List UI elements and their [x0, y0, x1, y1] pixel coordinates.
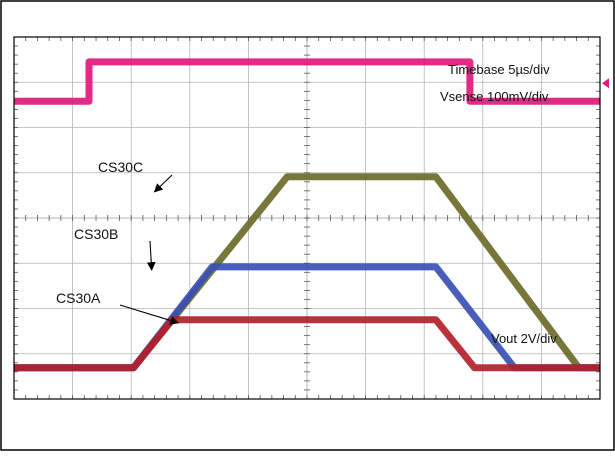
- trace-callouts: CS30C CS30B CS30A: [56, 159, 180, 325]
- timebase-annotation: Timebase 5µs/div: [448, 62, 550, 77]
- graticule: [14, 37, 600, 399]
- callout-arrow-cs30c: [153, 174, 173, 193]
- label-cs30c: CS30C: [98, 159, 143, 175]
- trace-cs30a: [14, 316, 600, 372]
- label-cs30a: CS30A: [56, 290, 101, 306]
- channel-markers: [602, 78, 609, 89]
- trace-vsense: [14, 58, 600, 105]
- vsense-annotation: Vsense 100mV/div: [440, 89, 549, 104]
- waveform-traces: [14, 58, 600, 372]
- graticule-frame: [13, 36, 601, 400]
- vsense-marker: [602, 78, 609, 89]
- callout-arrow-cs30b: [146, 240, 156, 271]
- label-cs30b: CS30B: [74, 226, 118, 242]
- callout-arrow-cs30a: [119, 304, 180, 325]
- vout-annotation: Vout 2V/div: [491, 331, 557, 346]
